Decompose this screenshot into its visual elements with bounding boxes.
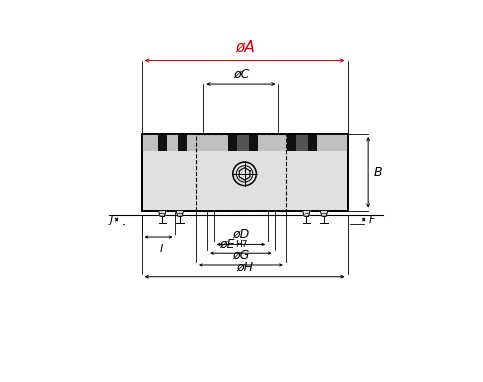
- Bar: [158, 134, 167, 151]
- Text: øC: øC: [233, 67, 249, 80]
- Bar: [187, 134, 228, 151]
- Text: J: J: [110, 215, 113, 225]
- Polygon shape: [303, 210, 310, 216]
- Text: øH: øH: [236, 260, 253, 273]
- Bar: [142, 134, 348, 151]
- Polygon shape: [320, 210, 328, 216]
- Text: B: B: [373, 166, 382, 179]
- Text: H7: H7: [236, 240, 248, 249]
- Bar: [249, 134, 258, 151]
- Polygon shape: [158, 210, 166, 216]
- Bar: [196, 134, 286, 210]
- Bar: [142, 134, 348, 210]
- Bar: [228, 134, 237, 151]
- Text: øE: øE: [220, 238, 235, 251]
- Text: øA: øA: [235, 40, 255, 55]
- Text: øG: øG: [232, 248, 250, 261]
- Text: øD: øD: [232, 228, 250, 241]
- Bar: [308, 134, 317, 151]
- Bar: [142, 134, 348, 210]
- Text: F: F: [369, 215, 375, 225]
- Polygon shape: [176, 210, 184, 216]
- Bar: [142, 134, 199, 151]
- Bar: [258, 134, 287, 151]
- Bar: [317, 134, 348, 151]
- Bar: [178, 134, 187, 151]
- Text: I: I: [160, 243, 163, 254]
- Bar: [287, 134, 296, 151]
